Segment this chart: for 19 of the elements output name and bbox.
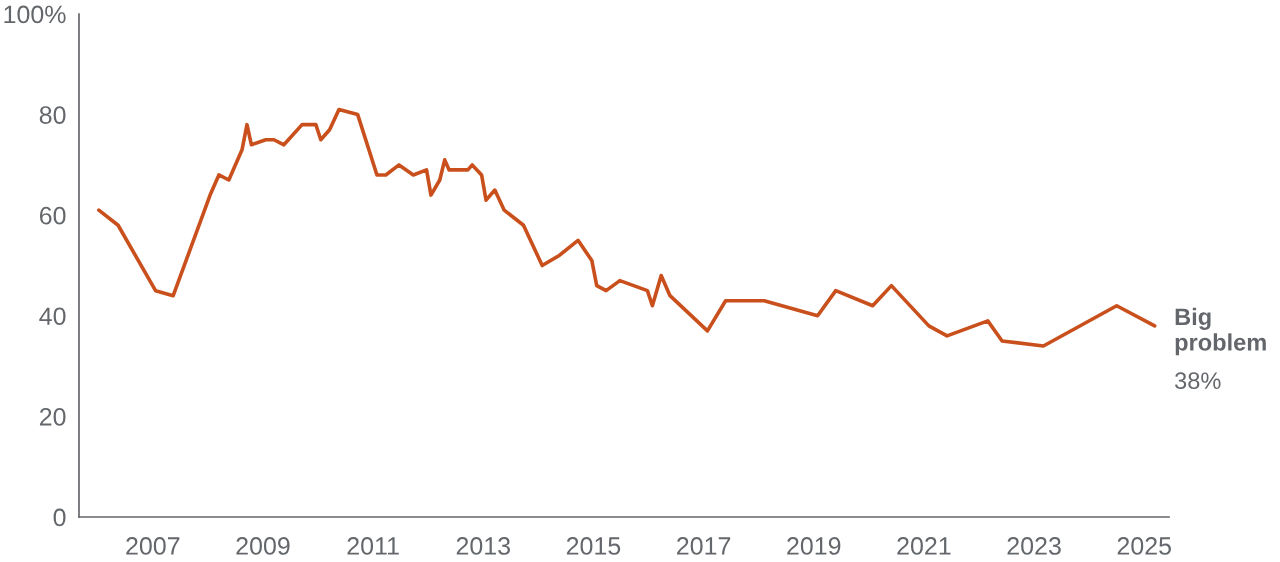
x-tick-label: 2023 (1007, 537, 1061, 555)
series-label: Big problem (1175, 307, 1266, 356)
x-tick-label: 2025 (1117, 537, 1171, 555)
x-tick-label: 2011 (347, 537, 399, 555)
y-tick-label: 0 (53, 508, 66, 527)
data-label: 38% (1175, 372, 1221, 390)
line-series (97, 107, 1157, 348)
x-tick-label: 2007 (126, 537, 180, 555)
y-tick-label: 40 (39, 307, 66, 326)
y-tick-label: 80 (39, 106, 66, 124)
x-tick-label: 2015 (566, 537, 621, 555)
x-tick-label: 2021 (897, 537, 951, 555)
y-tick-label: 60 (39, 206, 66, 225)
x-tick-label: 2009 (236, 537, 290, 555)
x-tick-label: 2013 (456, 537, 510, 555)
y-tick-label: 100% (4, 5, 66, 24)
y-tick-label: 20 (39, 408, 66, 426)
x-tick-label: 2019 (787, 537, 841, 555)
x-tick-label: 2017 (677, 537, 731, 555)
